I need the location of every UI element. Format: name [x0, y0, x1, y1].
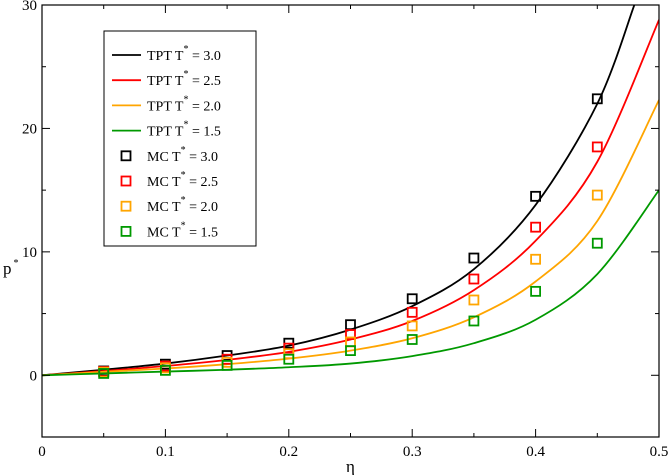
legend-label-value: = 2.5 [186, 175, 218, 190]
x-tick-label: 0.4 [526, 444, 545, 460]
legend-label-value: = 3.0 [188, 49, 220, 64]
legend-label-superscript: * [183, 94, 188, 105]
data-point-mc-0-5 [406, 293, 418, 305]
data-point-mc-3-1 [159, 364, 171, 376]
legend-label-superscript: * [181, 195, 186, 206]
legend-label: MC T* = 3.0 [147, 145, 218, 165]
y-axis-label-main: p [3, 259, 12, 278]
legend-label-name: MC T [147, 150, 181, 165]
legend-label: MC T* = 2.5 [147, 170, 218, 190]
legend-label-superscript: * [181, 220, 186, 231]
legend-label: TPT T* = 1.5 [147, 120, 221, 140]
data-point-mc-3-4 [345, 345, 356, 357]
legend-label-name: TPT T [147, 49, 184, 64]
x-tick-label: 0.1 [156, 444, 175, 460]
data-point-mc-1-7 [530, 221, 541, 233]
data-point-mc-2-3 [283, 348, 295, 360]
legend-label: TPT T* = 3.0 [147, 44, 221, 64]
legend-label: TPT T* = 2.0 [147, 94, 221, 114]
x-tick-label: 0.5 [650, 444, 669, 460]
x-tick-label: 0.3 [403, 444, 422, 460]
x-tick-label: 0 [38, 444, 46, 460]
data-point-mc-0-6 [468, 252, 480, 264]
legend-label-name: TPT T [147, 74, 184, 89]
data-point-mc-2-6 [468, 294, 480, 306]
data-point-mc-2-5 [406, 320, 418, 332]
data-point-mc-0-7 [530, 190, 541, 202]
legend-label: TPT T* = 2.5 [147, 69, 221, 89]
legend-label-superscript: * [183, 120, 188, 131]
series-line-tpt-3 [42, 189, 659, 377]
legend-label-value: = 1.5 [188, 125, 220, 140]
legend-label-name: TPT T [147, 99, 184, 114]
legend-label-value: = 1.5 [186, 225, 218, 240]
legend-marker-swatch [120, 225, 132, 237]
data-point-mc-1-3 [283, 342, 295, 354]
data-point-mc-3-0 [98, 368, 110, 379]
data-point-mc-1-6 [468, 273, 480, 285]
legend-label-superscript: * [181, 170, 186, 181]
legend-marker-swatch [120, 150, 132, 162]
data-point-mc-3-6 [468, 315, 480, 327]
legend-label-value: = 2.5 [188, 74, 220, 89]
legend-label: MC T* = 2.0 [147, 195, 218, 215]
data-point-mc-1-4 [345, 329, 356, 340]
legend-label-value: = 3.0 [186, 150, 218, 165]
legend-label: MC T* = 1.5 [147, 220, 218, 240]
legend-marker-swatch [120, 200, 132, 212]
data-point-mc-3-8 [591, 237, 603, 249]
data-point-mc-1-5 [406, 306, 418, 318]
data-point-mc-3-3 [283, 353, 295, 365]
x-axis-label: η [346, 457, 355, 475]
legend-label-name: MC T [147, 175, 181, 190]
y-axis-label-superscript: * [14, 258, 19, 269]
legend-label-superscript: * [181, 145, 186, 156]
legend-label-value: = 2.0 [188, 99, 220, 114]
plot-area [42, 5, 659, 379]
y-axis-label: p * [3, 258, 19, 278]
plot-content [42, 5, 659, 379]
data-point-mc-0-8 [591, 93, 603, 105]
legend-label-value: = 2.0 [186, 200, 218, 215]
data-point-mc-3-2 [221, 360, 233, 371]
axis-ticks: 0 0.1 0.2 0.3 0.4 0.5 0 10 20 30 [22, 0, 668, 460]
legend-label-superscript: * [183, 69, 188, 80]
data-point-mc-3-7 [530, 285, 541, 297]
legend-label-superscript: * [183, 44, 188, 55]
data-point-mc-2-7 [530, 253, 541, 265]
y-tick-label: 20 [22, 121, 37, 137]
y-tick-label: 0 [30, 368, 38, 384]
legend-label-name: MC T [147, 200, 181, 215]
y-tick-label: 30 [22, 0, 37, 14]
data-point-mc-2-8 [591, 189, 603, 201]
x-tick-label: 0.2 [279, 444, 298, 460]
series-line-tpt-2 [42, 99, 659, 377]
data-point-mc-1-8 [591, 141, 603, 153]
legend-label-name: MC T [147, 225, 181, 240]
data-point-mc-3-5 [406, 334, 418, 345]
legend-label-name: TPT T [147, 125, 184, 140]
legend-marker-swatch [120, 175, 132, 187]
y-tick-label: 10 [22, 245, 37, 261]
